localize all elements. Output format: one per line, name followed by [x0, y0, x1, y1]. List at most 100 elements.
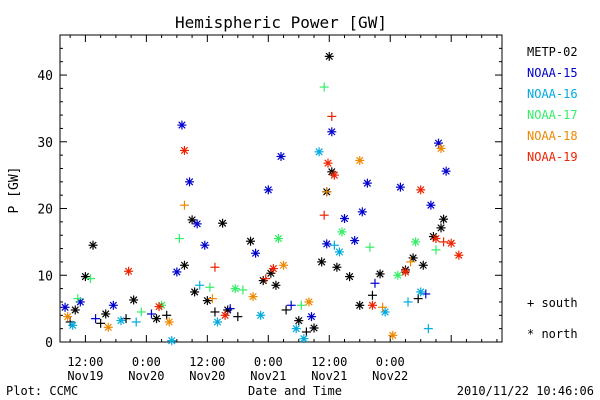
data-point: [256, 310, 266, 320]
data-point: [103, 322, 113, 332]
data-point: [393, 270, 403, 280]
data-point: [304, 297, 314, 307]
legend-entry: NOAA-15: [527, 66, 578, 80]
data-point: [60, 302, 70, 312]
data-point: [200, 240, 210, 250]
data-point: [101, 309, 111, 319]
data-point: [337, 227, 347, 237]
data-point: [108, 300, 118, 310]
data-point: [416, 287, 426, 297]
data-point: [238, 285, 248, 295]
data-point: [411, 237, 421, 247]
data-point: [395, 182, 405, 192]
x-tick-day-label: Nov20: [128, 369, 164, 383]
legend-entry: METP-02: [527, 45, 578, 59]
x-tick-day-label: Nov21: [311, 369, 347, 383]
data-point: [246, 236, 256, 246]
data-point: [306, 312, 316, 322]
data-point: [329, 240, 339, 250]
data-point: [357, 207, 367, 217]
y-tick-label: 30: [37, 136, 53, 151]
data-point: [279, 260, 289, 270]
data-point: [136, 307, 146, 317]
footer-plot-credit: Plot: CCMC: [6, 384, 78, 398]
data-point: [124, 266, 134, 276]
marker-legend-entry: + south: [527, 296, 578, 310]
marker-legend-entry: * north: [527, 327, 578, 341]
data-point: [439, 214, 449, 224]
data-point: [317, 257, 327, 267]
data-point: [324, 51, 334, 61]
x-axis: 12:00Nov190:00Nov2012:00Nov200:00Nov2112…: [67, 35, 498, 383]
data-point: [85, 274, 95, 284]
data-point: [403, 297, 413, 307]
data-point: [218, 218, 228, 228]
data-point: [441, 166, 451, 176]
data-point: [406, 257, 416, 267]
data-point: [80, 272, 90, 282]
data-point: [185, 177, 195, 187]
data-point: [431, 245, 441, 255]
data-point: [152, 314, 162, 324]
data-point: [294, 316, 304, 326]
data-point: [261, 274, 271, 284]
plot-frame: [59, 34, 503, 343]
data-point: [195, 280, 205, 290]
data-point: [436, 143, 446, 153]
data-point: [258, 276, 268, 286]
y-axis: 0 10 20 30 40: [37, 34, 502, 351]
x-tick-time-label: 12:00: [189, 355, 225, 369]
data-point: [355, 300, 365, 310]
data-point: [413, 294, 423, 304]
data-point: [329, 170, 339, 180]
y-tick-label: 40: [37, 69, 53, 84]
data-point: [202, 296, 212, 306]
data-point: [319, 82, 329, 92]
legend-entry: NOAA-16: [527, 87, 578, 101]
x-tick-day-label: Nov22: [372, 369, 408, 383]
data-point: [426, 200, 436, 210]
data-point: [296, 300, 306, 310]
data-point: [212, 317, 222, 327]
data-point: [431, 234, 441, 244]
data-point: [210, 262, 220, 272]
footer-timestamp: 2010/11/22 10:46:06: [457, 384, 594, 398]
data-point: [263, 185, 273, 195]
y-axis-label: P [GW]: [7, 167, 22, 214]
data-point: [164, 317, 174, 327]
data-point: [416, 185, 426, 195]
y-tick-label: 20: [37, 203, 53, 218]
data-points: [60, 51, 464, 346]
data-point: [367, 300, 377, 310]
data-point: [248, 292, 258, 302]
data-point: [68, 320, 78, 330]
data-point: [454, 250, 464, 260]
x-tick-time-label: 0:00: [132, 355, 161, 369]
data-point: [345, 272, 355, 282]
data-point: [319, 210, 329, 220]
data-point: [187, 215, 197, 225]
data-point: [436, 223, 446, 233]
data-point: [418, 260, 428, 270]
data-point: [291, 324, 301, 334]
data-point: [179, 200, 189, 210]
data-point: [299, 334, 309, 344]
data-point: [314, 147, 324, 157]
data-point: [323, 158, 333, 168]
data-point: [230, 284, 240, 294]
data-point: [162, 310, 172, 320]
data-point: [388, 330, 398, 340]
data-point: [179, 145, 189, 155]
x-tick-time-label: 12:00: [311, 355, 347, 369]
x-tick-day-label: Nov20: [189, 369, 225, 383]
data-point: [286, 300, 296, 310]
data-point: [281, 305, 291, 315]
data-point: [210, 307, 220, 317]
y-tick-label: 0: [45, 336, 53, 351]
legend: METP-02 NOAA-15 NOAA-16 NOAA-17 NOAA-18 NOAA-…: [527, 45, 578, 164]
data-point: [172, 267, 182, 277]
data-point: [350, 236, 360, 246]
data-point: [439, 237, 449, 247]
data-point: [332, 262, 342, 272]
